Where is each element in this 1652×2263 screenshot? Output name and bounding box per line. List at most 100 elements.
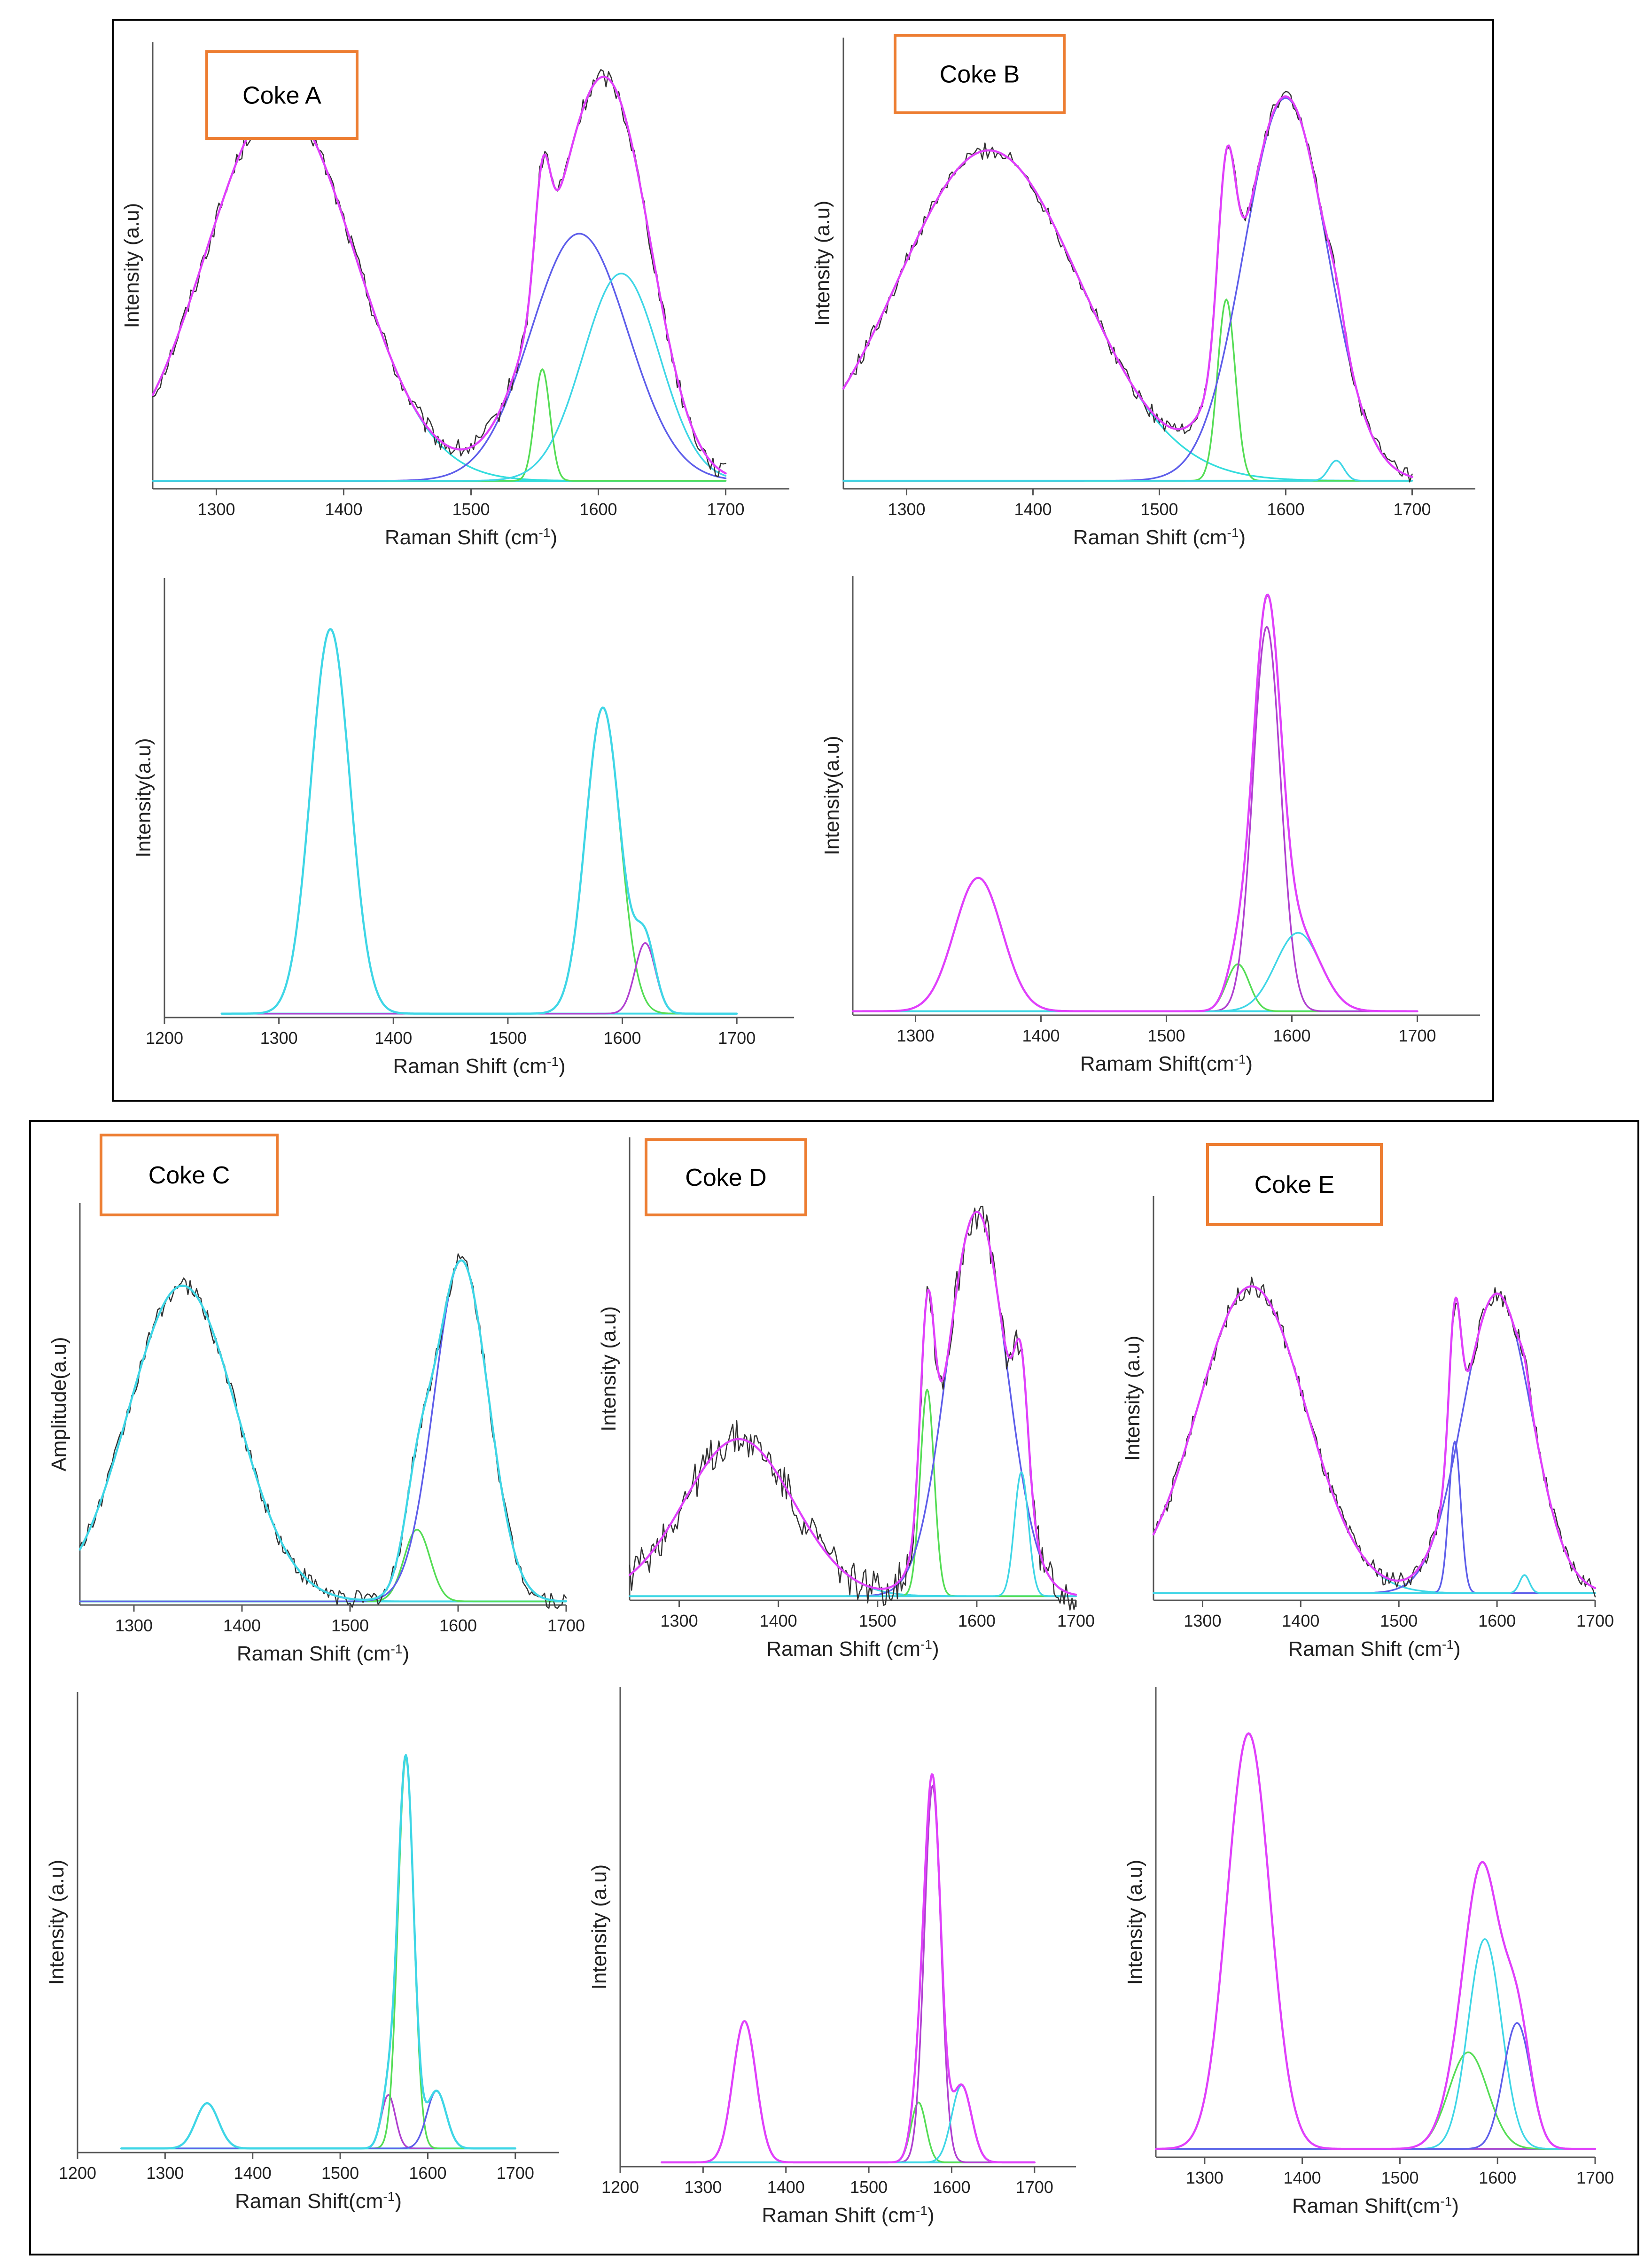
x-tick-label: 1500 xyxy=(1147,1026,1185,1045)
x-tick-label: 1500 xyxy=(1140,500,1178,519)
fit-curve xyxy=(120,1754,517,2150)
sample-tag-label: Coke E xyxy=(1255,1171,1335,1198)
y-axis-title: Intensity (a.u) xyxy=(1123,1860,1146,1985)
y-axis-title: Amplitude(a.u) xyxy=(47,1337,70,1471)
component-peak-4 xyxy=(152,273,727,482)
x-tick-label: 1500 xyxy=(850,2177,888,2197)
y-axis-title: Intensity (a.u) xyxy=(588,1864,611,1990)
component-peak-3 xyxy=(629,1211,1077,1597)
sample-tag-label: Coke B xyxy=(940,61,1020,88)
component-peak-3 xyxy=(1155,1938,1596,2150)
x-tick-label: 1600 xyxy=(1479,2168,1516,2187)
fit-curve xyxy=(1154,1732,1597,2150)
x-tick-label: 1700 xyxy=(1576,1611,1614,1630)
chart-e-top: 1300 1400 1500 1600 1700 Raman Shift (cm-1) In… xyxy=(1121,1143,1614,1661)
component-peak-4 xyxy=(842,460,1413,482)
x-tick-label: 1700 xyxy=(547,1616,585,1635)
x-tick-label: 1700 xyxy=(1398,1026,1436,1045)
x-tick-label: 1200 xyxy=(601,2177,639,2197)
x-tick-label: 1700 xyxy=(1393,500,1431,519)
raw-spectrum xyxy=(661,1773,1036,2163)
component-peak-4 xyxy=(1153,1574,1596,1594)
raw-spectrum xyxy=(120,1756,516,2149)
x-tick-label: 1600 xyxy=(603,1028,641,1048)
x-tick-label: 1500 xyxy=(1381,2168,1418,2187)
x-tick-label: 1500 xyxy=(859,1611,896,1630)
x-tick-label: 1500 xyxy=(321,2163,359,2183)
x-tick-label: 1300 xyxy=(661,1611,698,1630)
x-tick-label: 1600 xyxy=(1267,500,1304,519)
component-peak-2 xyxy=(152,368,727,482)
y-axis-title: Intensity(a.u) xyxy=(820,736,843,855)
raw-spectrum xyxy=(842,91,1413,483)
component-peak-3 xyxy=(661,1785,1036,2163)
component-peak-1 xyxy=(852,877,1418,1012)
x-tick-label: 1300 xyxy=(684,2177,722,2197)
chart-b-top: 1300 1400 1500 1600 1700 Raman Shift (cm-1) In… xyxy=(811,34,1475,549)
component-peak-4 xyxy=(852,932,1418,1012)
component-peak-3 xyxy=(120,1757,516,2150)
x-axis-title: Raman Shift (cm-1) xyxy=(1288,1637,1460,1661)
raw-spectrum xyxy=(152,69,726,478)
x-tick-label: 1600 xyxy=(439,1616,477,1635)
component-peak-3 xyxy=(221,942,738,1015)
x-tick-label: 1400 xyxy=(760,1611,797,1630)
x-axis-title: Raman Shift (cm-1) xyxy=(385,525,557,549)
raw-spectrum xyxy=(852,594,1418,1012)
chart-a-bottom: 1200 1300 1400 1500 1600 1700 Raman Shift (cm-… xyxy=(132,578,794,1078)
component-peak-1 xyxy=(842,149,1413,482)
fit-curve xyxy=(1152,1285,1597,1590)
component-peak-2 xyxy=(221,706,738,1015)
x-tick-label: 1500 xyxy=(331,1616,369,1635)
x-tick-label: 1300 xyxy=(896,1026,934,1045)
x-tick-label: 1600 xyxy=(1478,1611,1516,1630)
chart-b-bottom: 1300 1400 1500 1600 1700 Ramam Shift(cm-1) Int… xyxy=(820,576,1480,1075)
x-tick-label: 1500 xyxy=(489,1028,527,1048)
x-tick-label: 1600 xyxy=(933,2177,970,2197)
component-peak-1 xyxy=(1155,1732,1596,2150)
x-tick-label: 1700 xyxy=(1576,2168,1614,2187)
fit-curve xyxy=(660,1773,1036,2164)
sample-tag-label: Coke C xyxy=(148,1162,230,1189)
x-tick-label: 1700 xyxy=(718,1028,756,1048)
sample-tag-box xyxy=(100,1134,279,1216)
chart-d-top: 1300 1400 1500 1600 1700 Raman Shift (cm-1) In… xyxy=(597,1137,1095,1660)
fit-curve xyxy=(628,1211,1077,1596)
x-tick-label: 1300 xyxy=(146,2163,184,2183)
y-axis-title: Intensity (a.u) xyxy=(120,203,143,329)
sample-tag-box xyxy=(645,1138,807,1216)
component-peak-4 xyxy=(1155,2022,1596,2150)
x-tick-label: 1300 xyxy=(197,500,235,519)
x-axis-title: Raman Shift (cm-1) xyxy=(762,2203,934,2227)
x-tick-label: 1700 xyxy=(707,500,744,519)
raw-spectrum xyxy=(1155,1733,1596,2150)
x-tick-label: 1400 xyxy=(1282,1611,1319,1630)
chart-c-bottom: 1200 1300 1400 1500 1600 1700 Raman Shift(cm-1… xyxy=(45,1692,559,2213)
y-axis-title: Intensity(a.u) xyxy=(132,738,155,857)
chart-e-bottom: 1300 1400 1500 1600 1700 Raman Shift(cm-1) Int… xyxy=(1123,1687,1614,2217)
y-axis-title: Intensity (a.u) xyxy=(811,201,834,326)
component-peak-3 xyxy=(852,626,1418,1012)
x-axis-title: Raman Shift (cm-1) xyxy=(237,1642,409,1666)
x-tick-label: 1200 xyxy=(59,2163,96,2183)
bottom-panel-frame xyxy=(29,1120,1639,2255)
x-axis-title: Raman Shift (cm-1) xyxy=(766,1637,939,1661)
fit-curve xyxy=(220,628,738,1015)
x-tick-label: 1400 xyxy=(767,2177,805,2197)
x-tick-label: 1500 xyxy=(452,500,490,519)
raw-spectrum xyxy=(629,1206,1077,1611)
x-tick-label: 1300 xyxy=(1184,1611,1221,1630)
sample-tag-label: Coke D xyxy=(685,1164,766,1191)
x-tick-label: 1400 xyxy=(223,1616,261,1635)
component-peak-4 xyxy=(629,1471,1077,1597)
fit-curve xyxy=(842,95,1413,478)
x-tick-label: 1700 xyxy=(1016,2177,1053,2197)
x-tick-label: 1300 xyxy=(260,1028,298,1048)
x-tick-label: 1700 xyxy=(497,2163,534,2183)
chart-c-top: 1300 1400 1500 1600 1700 Raman Shift (cm-1) Am… xyxy=(47,1134,585,1666)
x-axis-title: Raman Shift (cm-1) xyxy=(1073,525,1246,549)
x-axis-title: Ramam Shift(cm-1) xyxy=(1080,1052,1253,1076)
raw-spectrum xyxy=(221,629,738,1015)
x-tick-label: 1700 xyxy=(1057,1611,1095,1630)
